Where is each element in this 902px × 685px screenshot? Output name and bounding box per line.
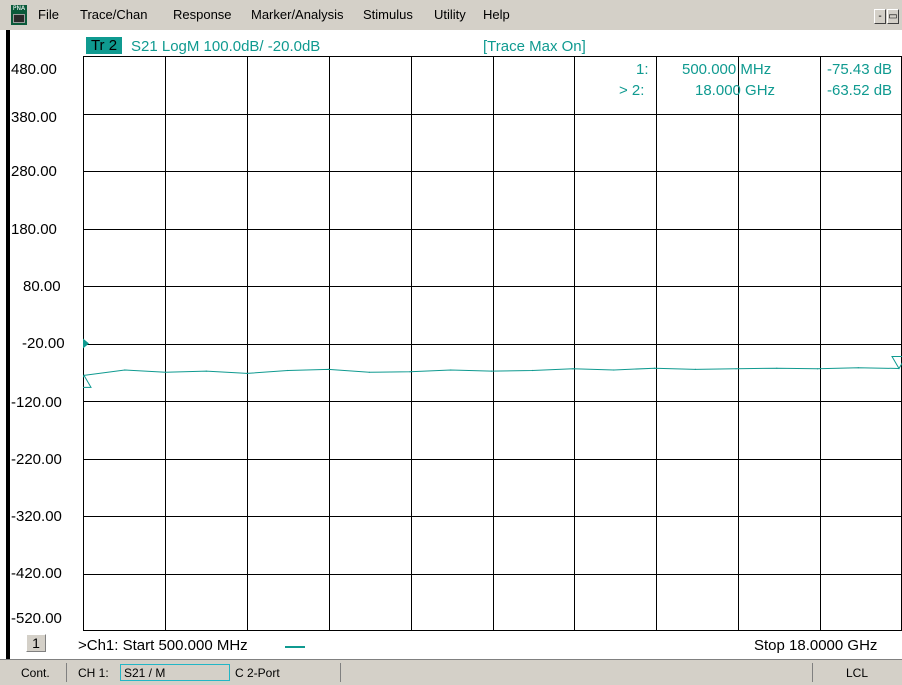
marker-1-value: -75.43 dB <box>827 61 893 78</box>
y-tick-label: -520.00 <box>11 610 62 627</box>
trace-point <box>776 367 778 369</box>
trace-point <box>164 371 167 373</box>
trace-point <box>694 368 696 370</box>
menu-marker-analysis[interactable]: Marker/Analysis <box>251 7 344 22</box>
y-tick-label: -120.00 <box>11 394 62 411</box>
trace-point <box>857 367 859 369</box>
marker-2-freq: 18.000 GHz <box>695 82 776 99</box>
screen-icon <box>13 14 25 23</box>
y-tick-label: 280.00 <box>11 163 57 180</box>
y-tick-label: 180.00 <box>11 221 57 238</box>
active-measurement[interactable]: S21 / M <box>124 666 166 680</box>
trace-point <box>490 370 493 372</box>
channel-stop[interactable]: Stop 18.0000 GHz <box>754 637 878 654</box>
status-separator <box>340 663 341 682</box>
menu-file[interactable]: File <box>38 7 59 22</box>
app-icon-text: PNA <box>12 5 26 12</box>
trace-point <box>287 369 289 372</box>
reference-level-arrow <box>83 338 89 349</box>
trace-point <box>816 368 819 370</box>
grid <box>83 56 902 631</box>
calibration-status[interactable]: C 2-Port <box>235 666 280 680</box>
trace-point <box>409 371 411 373</box>
menu-stimulus[interactable]: Stimulus <box>363 7 413 22</box>
trace-tag[interactable]: Tr 2 <box>86 37 122 54</box>
y-tick-label: -20.00 <box>22 335 65 352</box>
status-separator <box>812 663 813 682</box>
trace-point <box>572 368 574 370</box>
status-bar: Cont. CH 1: S21 / M C 2-Port LCL <box>0 659 902 685</box>
sweep-mode[interactable]: Cont. <box>21 666 50 680</box>
trace-description[interactable]: S21 LogM 100.0dB/ -20.0dB <box>131 38 321 55</box>
plot-border <box>83 56 902 631</box>
channel-row <box>10 632 902 658</box>
trace-point <box>735 368 737 370</box>
marker-1-freq: 500.000 MHz <box>682 61 772 78</box>
marker-2-triangle <box>891 356 902 370</box>
trace-color-swatch <box>285 646 305 648</box>
marker-1-triangle <box>83 374 92 388</box>
y-tick-label: 480.00 <box>11 61 57 78</box>
plot-svg <box>83 56 902 631</box>
left-edge-bar <box>6 30 10 684</box>
status-separator <box>66 663 67 682</box>
trace-point <box>450 369 452 371</box>
plot-area[interactable] <box>83 56 902 631</box>
trace-point <box>124 369 126 371</box>
measurement-box[interactable] <box>120 664 230 681</box>
app-icon[interactable]: PNA <box>11 5 27 25</box>
trace-layer <box>83 367 900 376</box>
menu-bar: PNA File Trace/Chan Response Marker/Anal… <box>0 0 902 31</box>
trace-point <box>327 368 330 370</box>
restore-icon[interactable]: ▭ <box>887 9 899 24</box>
trace-point <box>613 369 615 371</box>
y-tick-label: -420.00 <box>11 565 62 582</box>
channel-number[interactable]: 1 <box>26 634 46 652</box>
minimize-icon[interactable]: - <box>874 9 886 24</box>
y-tick-label: -220.00 <box>11 451 62 468</box>
trace-point <box>653 367 656 369</box>
menu-help[interactable]: Help <box>483 7 510 22</box>
menu-utility[interactable]: Utility <box>434 7 466 22</box>
trace-title-row <box>10 30 902 52</box>
menu-response[interactable]: Response <box>173 7 232 22</box>
remote-status: LCL <box>846 666 869 680</box>
marker-layer <box>83 356 902 388</box>
trace-max-status: [Trace Max On] <box>483 38 586 55</box>
channel-start[interactable]: >Ch1: Start 500.000 MHz <box>78 637 248 654</box>
y-tick-label: 380.00 <box>11 109 57 126</box>
trace-point <box>368 371 370 373</box>
left-edge <box>0 30 10 684</box>
marker-1-label: 1: <box>636 61 649 78</box>
menu-trace-chan[interactable]: Trace/Chan <box>80 7 148 22</box>
trace-point <box>205 370 207 372</box>
y-tick-label: 80.00 <box>23 278 61 295</box>
trace-point <box>246 372 248 374</box>
marker-2-label: > 2: <box>619 82 645 99</box>
trace-point <box>531 369 533 372</box>
marker-2-value: -63.52 dB <box>827 82 893 99</box>
active-channel: CH 1: <box>78 666 109 680</box>
y-tick-label: -320.00 <box>11 508 62 525</box>
